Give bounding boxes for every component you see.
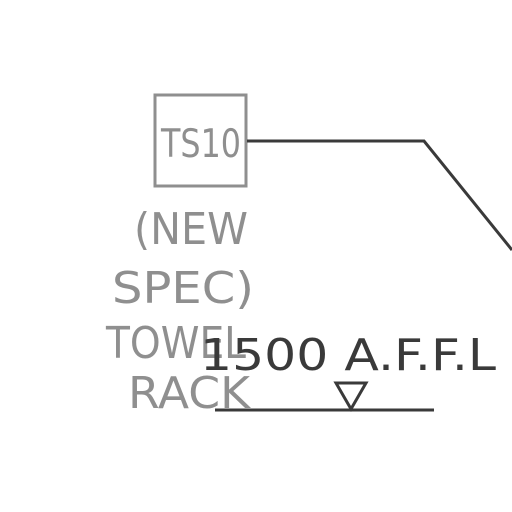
leader-line <box>247 139 512 251</box>
level-marker-triangle[interactable] <box>333 381 369 413</box>
tag-description-line-2: SPEC) <box>112 263 254 314</box>
level-label: 1500 A.F.F.L <box>200 330 497 381</box>
tag-code: TS10 <box>160 122 241 167</box>
tag-description-line-1: (NEW <box>134 204 248 255</box>
tag-description-line-3: TOWEL <box>105 318 246 369</box>
tag-box[interactable] <box>153 93 248 188</box>
